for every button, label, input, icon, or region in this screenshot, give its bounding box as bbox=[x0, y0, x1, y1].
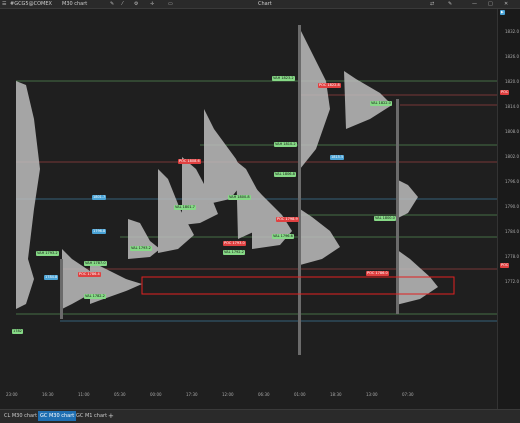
maximize-icon[interactable]: □ bbox=[488, 1, 493, 7]
val-label: VAL 1801.7 bbox=[174, 205, 196, 210]
timeframe-selector[interactable]: M30 chart bbox=[62, 1, 88, 7]
add-tab-button[interactable]: + bbox=[108, 412, 114, 420]
menu-icon[interactable]: ☰ bbox=[2, 1, 7, 7]
poc-label: POC 1793.0 bbox=[223, 241, 246, 246]
rect-icon[interactable]: ▭ bbox=[168, 1, 173, 7]
symbol-selector[interactable]: #GCG5@COMEX bbox=[10, 1, 52, 7]
poc-label: VAH 1823.2 bbox=[272, 76, 295, 81]
crosshair-icon[interactable]: ✛ bbox=[150, 1, 155, 7]
val-label: VAL 1806.8 bbox=[274, 172, 296, 177]
close-icon[interactable]: ✕ bbox=[504, 1, 509, 7]
value-label: 1796.8 bbox=[92, 229, 107, 234]
value-label: 1815.5 bbox=[330, 155, 345, 160]
poc-label: POC 1822.8 bbox=[318, 83, 341, 88]
market-profile-chart bbox=[16, 25, 497, 355]
draw-icon[interactable]: ✎ bbox=[110, 1, 115, 7]
poc-right-label-2: POC bbox=[500, 263, 510, 268]
vah-label: VAH 1810.2 bbox=[274, 142, 297, 147]
val-label: VAL 1792.2 bbox=[223, 250, 245, 255]
val-label: VAL 1793.2 bbox=[130, 246, 152, 251]
val-label: VAL 1796.6 bbox=[272, 234, 294, 239]
value-label: 1801.7 bbox=[92, 195, 107, 200]
window-title: Chart bbox=[258, 1, 272, 7]
left-value: 1782 bbox=[12, 329, 23, 334]
toolbar: ☰ #GCG5@COMEX M30 chart ✎ ⁄ ⚙ ✛ ▭ Chart … bbox=[0, 0, 520, 9]
poc-label: POC 1808.6 bbox=[178, 159, 201, 164]
link-icon[interactable]: ⇄ bbox=[430, 1, 435, 7]
val-label: VAL 1782.2 bbox=[84, 294, 106, 299]
line-icon[interactable]: ⁄ bbox=[122, 1, 123, 7]
tab-gc-m1[interactable]: GC M1 chart bbox=[76, 413, 108, 419]
tab-gc-m30[interactable]: GC M30 chart bbox=[38, 411, 77, 421]
settings-icon[interactable]: ⚙ bbox=[134, 1, 139, 7]
poc-label: POC 1786.0 bbox=[366, 271, 389, 276]
poc-label: POC 1786.4 bbox=[78, 272, 101, 277]
poc-label: POC 1798.9 bbox=[276, 217, 299, 222]
minimize-icon[interactable]: — bbox=[472, 1, 477, 7]
chart-plot-area[interactable]: VAH 1823.2 POC 1822.8 VAL 1822.0 1815.5 … bbox=[0, 9, 497, 409]
price-scale[interactable]: ▶ 1832.0 1826.0 1820.0 1814.0 1808.0 180… bbox=[497, 9, 520, 409]
vah-label: VAH 1787.0 bbox=[84, 261, 107, 266]
poc-right-label: POC bbox=[500, 90, 510, 95]
poc-label: VAL 1822.0 bbox=[370, 101, 392, 106]
vah-label: VAH 1793.2 bbox=[36, 251, 59, 256]
attach-icon[interactable]: ✎ bbox=[448, 1, 453, 7]
chart-tab-bar: CL M30 chart GC M30 chart GC M1 chart + bbox=[0, 409, 520, 423]
tab-cl-m30[interactable]: CL M30 chart bbox=[4, 413, 38, 419]
expand-icon[interactable]: ▶ bbox=[500, 10, 505, 15]
val-label: VAL 1800.0 bbox=[374, 216, 396, 221]
vah-label: VAH 1800.8 bbox=[228, 195, 251, 200]
value-label: 1784.8 bbox=[44, 275, 59, 280]
